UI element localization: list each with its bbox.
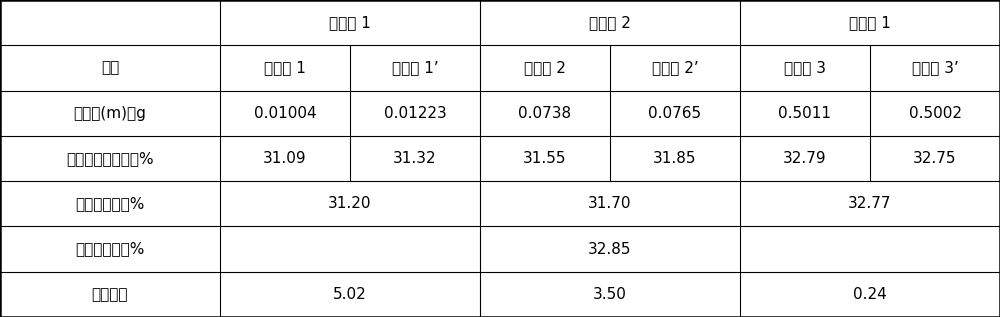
Text: 31.20: 31.20 xyxy=(328,196,372,211)
Text: 样品中的硫含量，%: 样品中的硫含量，% xyxy=(66,151,154,166)
Text: 31.09: 31.09 xyxy=(263,151,307,166)
Text: 31.85: 31.85 xyxy=(653,151,697,166)
Text: 平均硫含量，%: 平均硫含量，% xyxy=(75,196,145,211)
Text: 0.24: 0.24 xyxy=(853,287,887,302)
Text: 0.01223: 0.01223 xyxy=(384,106,446,121)
Text: 平行样 2: 平行样 2 xyxy=(524,61,566,75)
Text: 3.50: 3.50 xyxy=(593,287,627,302)
Text: 相对偏差: 相对偏差 xyxy=(92,287,128,302)
Text: 32.77: 32.77 xyxy=(848,196,892,211)
Text: 31.32: 31.32 xyxy=(393,151,437,166)
Text: 实施例 1: 实施例 1 xyxy=(849,15,891,30)
Text: 32.85: 32.85 xyxy=(588,242,632,256)
Text: 5.02: 5.02 xyxy=(333,287,367,302)
Text: 31.70: 31.70 xyxy=(588,196,632,211)
Text: 平行样 3: 平行样 3 xyxy=(784,61,826,75)
Text: 平行样 2’: 平行样 2’ xyxy=(652,61,698,75)
Text: 32.75: 32.75 xyxy=(913,151,957,166)
Text: 对比例 2: 对比例 2 xyxy=(589,15,631,30)
Text: 0.5002: 0.5002 xyxy=(908,106,962,121)
Text: 平行样 1: 平行样 1 xyxy=(264,61,306,75)
Text: 0.0765: 0.0765 xyxy=(648,106,702,121)
Text: 样品: 样品 xyxy=(101,61,119,75)
Text: 32.79: 32.79 xyxy=(783,151,827,166)
Text: 称样量(m)，g: 称样量(m)，g xyxy=(74,106,146,121)
Text: 平行样 1’: 平行样 1’ xyxy=(392,61,438,75)
Text: 平行样 3’: 平行样 3’ xyxy=(912,61,958,75)
Text: 对比例 1: 对比例 1 xyxy=(329,15,371,30)
Text: 理论硫含量，%: 理论硫含量，% xyxy=(75,242,145,256)
Text: 0.0738: 0.0738 xyxy=(518,106,572,121)
Text: 0.5011: 0.5011 xyxy=(778,106,831,121)
Text: 31.55: 31.55 xyxy=(523,151,567,166)
Text: 0.01004: 0.01004 xyxy=(254,106,316,121)
